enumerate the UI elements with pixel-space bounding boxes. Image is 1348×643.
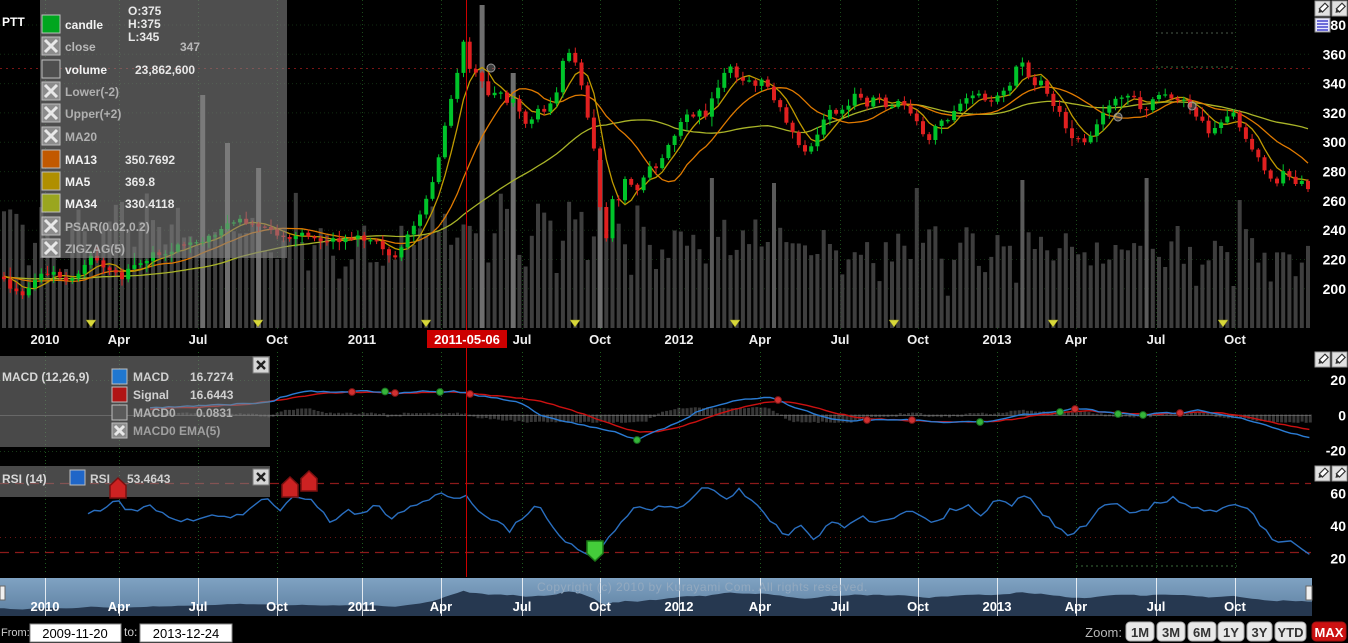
svg-text:Oct: Oct — [1224, 332, 1246, 347]
svg-text:Oct: Oct — [907, 599, 929, 614]
svg-text:2013: 2013 — [983, 332, 1012, 347]
svg-text:Upper(+2): Upper(+2) — [65, 107, 121, 121]
svg-text:H:375: H:375 — [128, 17, 161, 31]
svg-text:Apr: Apr — [430, 599, 452, 614]
svg-text:1Y: 1Y — [1223, 625, 1239, 640]
svg-text:Oct: Oct — [1224, 599, 1246, 614]
svg-text:candle: candle — [65, 18, 103, 32]
svg-text:320: 320 — [1323, 105, 1347, 121]
svg-text:360: 360 — [1323, 46, 1347, 62]
svg-text:Oct: Oct — [589, 599, 611, 614]
svg-text:From:: From: — [1, 627, 30, 639]
svg-text:3M: 3M — [1162, 625, 1180, 640]
svg-text:240: 240 — [1323, 222, 1347, 238]
svg-text:2011: 2011 — [348, 599, 376, 614]
svg-text:Jul: Jul — [831, 599, 850, 614]
svg-text:Oct: Oct — [589, 332, 611, 347]
svg-text:-20: -20 — [1326, 443, 1346, 459]
svg-text:MAX: MAX — [1315, 625, 1344, 640]
svg-text:1M: 1M — [1131, 625, 1149, 640]
svg-text:2010: 2010 — [31, 599, 60, 614]
svg-text:369.8: 369.8 — [125, 175, 155, 189]
svg-text:Apr: Apr — [749, 599, 771, 614]
svg-text:Jul: Jul — [189, 599, 208, 614]
svg-text:23,862,600: 23,862,600 — [135, 63, 195, 77]
svg-text:MACD: MACD — [133, 370, 169, 384]
svg-text:40: 40 — [1330, 518, 1346, 534]
svg-text:0.0831: 0.0831 — [196, 406, 233, 420]
svg-text:Lower(-2): Lower(-2) — [65, 85, 119, 99]
svg-text:Apr: Apr — [1065, 599, 1087, 614]
svg-text:Zoom:: Zoom: — [1085, 625, 1122, 640]
svg-text:YTD: YTD — [1278, 625, 1304, 640]
svg-text:Oct: Oct — [266, 599, 288, 614]
svg-text:280: 280 — [1323, 164, 1347, 180]
svg-text:20: 20 — [1330, 372, 1346, 388]
svg-text:RSI: RSI — [90, 472, 110, 486]
svg-text:220: 220 — [1323, 252, 1347, 268]
svg-text:Jul: Jul — [831, 332, 850, 347]
svg-text:0: 0 — [1338, 407, 1346, 423]
svg-text:Signal: Signal — [133, 388, 169, 402]
svg-text:6M: 6M — [1193, 625, 1211, 640]
svg-text:L:345: L:345 — [128, 30, 160, 44]
svg-text:347: 347 — [180, 40, 200, 54]
svg-text:16.6443: 16.6443 — [190, 388, 234, 402]
svg-text:Apr: Apr — [749, 332, 771, 347]
svg-text:2013-12-24: 2013-12-24 — [153, 626, 220, 641]
svg-text:330.4118: 330.4118 — [125, 197, 175, 211]
svg-text:Jul: Jul — [513, 599, 532, 614]
svg-text:60: 60 — [1330, 485, 1346, 501]
svg-text:PTT: PTT — [2, 15, 25, 29]
svg-text:ZIGZAG(5): ZIGZAG(5) — [65, 242, 125, 256]
svg-text:Apr: Apr — [108, 599, 130, 614]
svg-text:16.7274: 16.7274 — [190, 370, 234, 384]
svg-text:Jul: Jul — [513, 332, 532, 347]
svg-text:Apr: Apr — [1065, 332, 1087, 347]
svg-text:350.7692: 350.7692 — [125, 153, 175, 167]
svg-text:340: 340 — [1323, 76, 1347, 92]
svg-text:2009-11-20: 2009-11-20 — [42, 626, 108, 641]
svg-text:RSI (14): RSI (14) — [2, 472, 47, 486]
svg-text:260: 260 — [1323, 193, 1347, 209]
svg-text:Jul: Jul — [189, 332, 208, 347]
svg-text:3Y: 3Y — [1252, 625, 1268, 640]
svg-text:2012: 2012 — [665, 332, 694, 347]
svg-text:Oct: Oct — [907, 332, 929, 347]
svg-text:volume: volume — [65, 63, 107, 77]
svg-text:2012: 2012 — [665, 599, 694, 614]
svg-text:PSAR(0.02,0.2): PSAR(0.02,0.2) — [65, 220, 150, 234]
svg-text:300: 300 — [1323, 134, 1347, 150]
svg-text:MACD0: MACD0 — [133, 406, 176, 420]
svg-text:Jul: Jul — [1147, 332, 1166, 347]
svg-text:53.4643: 53.4643 — [127, 472, 171, 486]
svg-text:Oct: Oct — [266, 332, 288, 347]
svg-text:2011: 2011 — [348, 332, 376, 347]
svg-text:2013: 2013 — [983, 599, 1012, 614]
svg-text:MA5: MA5 — [65, 175, 91, 189]
svg-text:close: close — [65, 40, 96, 54]
svg-text:MACD0 EMA(5): MACD0 EMA(5) — [133, 424, 220, 438]
svg-text:MA13: MA13 — [65, 153, 97, 167]
svg-text:MACD (12,26,9): MACD (12,26,9) — [2, 370, 89, 384]
svg-text:2010: 2010 — [31, 332, 60, 347]
svg-text:to:: to: — [124, 625, 137, 639]
svg-text:MA34: MA34 — [65, 197, 97, 211]
svg-text:Jul: Jul — [1147, 599, 1166, 614]
svg-text:200: 200 — [1323, 281, 1347, 297]
svg-text:Apr: Apr — [108, 332, 130, 347]
svg-text:Copyright (c) 2010 by Kurayami: Copyright (c) 2010 by Kurayami Com. All … — [537, 580, 868, 594]
svg-text:MA20: MA20 — [65, 130, 97, 144]
svg-text:O:375: O:375 — [128, 4, 162, 18]
svg-text:20: 20 — [1330, 551, 1346, 567]
